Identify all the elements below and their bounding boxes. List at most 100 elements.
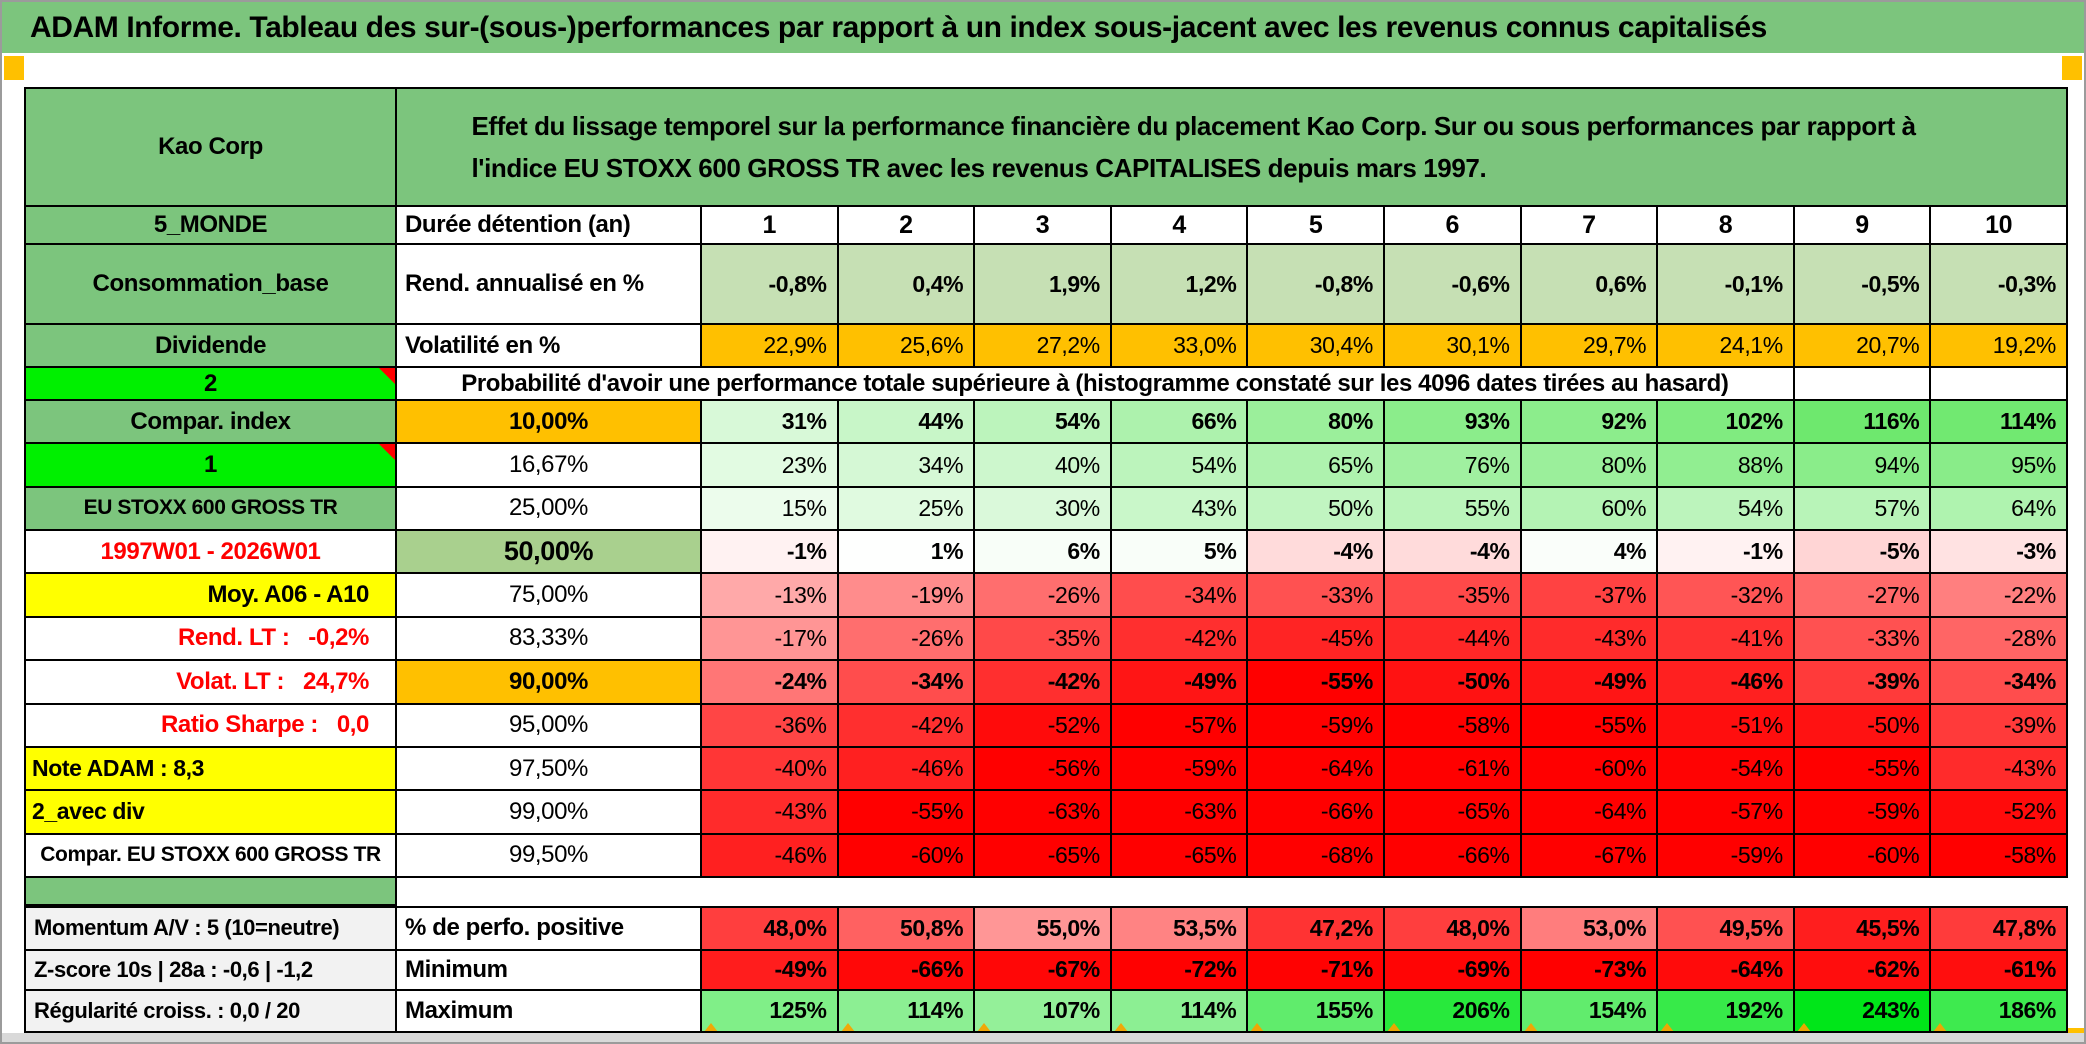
row-label-p90[interactable]: Volat. LT : 24,7% bbox=[24, 661, 397, 705]
cell-p995-y5[interactable]: -68% bbox=[1248, 834, 1385, 878]
cell-p10-y8[interactable]: 102% bbox=[1658, 401, 1795, 445]
cell-p75-y9[interactable]: -27% bbox=[1794, 574, 1932, 618]
cell-p75-y2[interactable]: -19% bbox=[838, 574, 976, 618]
row-label-perfo[interactable]: Momentum A/V : 5 (10=neutre) bbox=[24, 905, 397, 951]
cell-duration-y7[interactable]: 7 bbox=[1521, 207, 1659, 245]
row-header-duration[interactable]: Durée détention (an) bbox=[397, 207, 702, 245]
cell-p83-y4[interactable]: -42% bbox=[1111, 617, 1249, 662]
cell-p995-y10[interactable]: -58% bbox=[1931, 834, 2068, 878]
cell-p10-y1[interactable]: 31% bbox=[702, 401, 839, 445]
cell-duration-y10[interactable]: 10 bbox=[1931, 207, 2068, 245]
cell-p83-y6[interactable]: -44% bbox=[1384, 617, 1522, 662]
cell-maximum-y2[interactable]: 114% bbox=[838, 990, 976, 1033]
row-label-p10[interactable]: Compar. index bbox=[24, 401, 397, 445]
cell-p90-y7[interactable]: -49% bbox=[1521, 661, 1659, 705]
cell-p90-y4[interactable]: -49% bbox=[1111, 661, 1249, 705]
cell-p995-y2[interactable]: -60% bbox=[838, 834, 976, 878]
cell-p75-y6[interactable]: -35% bbox=[1384, 574, 1522, 618]
cell-maximum-y6[interactable]: 206% bbox=[1384, 990, 1522, 1033]
cell-p16-y1[interactable]: 23% bbox=[702, 444, 839, 488]
cell-p16-y8[interactable]: 88% bbox=[1658, 444, 1795, 488]
cell-p95-y3[interactable]: -52% bbox=[975, 704, 1112, 748]
cell-p50-y5[interactable]: -4% bbox=[1248, 531, 1385, 575]
cell-perfo-y7[interactable]: 53,0% bbox=[1521, 905, 1659, 951]
row-label-p97[interactable]: Note ADAM : 8,3 bbox=[24, 747, 397, 792]
cell-p995-y9[interactable]: -60% bbox=[1794, 834, 1932, 878]
cell-p995-y3[interactable]: -65% bbox=[975, 834, 1112, 878]
cell-p16-y10[interactable]: 95% bbox=[1931, 444, 2068, 488]
cell-p97-y8[interactable]: -54% bbox=[1658, 747, 1795, 792]
cell-rend-annualise-y7[interactable]: 0,6% bbox=[1521, 245, 1659, 325]
cell-p25-y8[interactable]: 54% bbox=[1658, 487, 1795, 532]
row-header-p25[interactable]: 25,00% bbox=[397, 487, 702, 532]
cell-p50-y10[interactable]: -3% bbox=[1931, 531, 2068, 575]
row-header-p83[interactable]: 83,33% bbox=[397, 617, 702, 662]
cell-rend-annualise-y3[interactable]: 1,9% bbox=[975, 245, 1112, 325]
row-header-rend-annualise[interactable]: Rend. annualisé en % bbox=[397, 245, 702, 325]
cell-perfo-y2[interactable]: 50,8% bbox=[838, 905, 976, 951]
cell-p25-y4[interactable]: 43% bbox=[1111, 487, 1249, 532]
cell-p97-y7[interactable]: -60% bbox=[1521, 747, 1659, 792]
cell-p83-y7[interactable]: -43% bbox=[1521, 617, 1659, 662]
row-label-minimum[interactable]: Z-score 10s | 28a : -0,6 | -1,2 bbox=[24, 950, 397, 991]
cell-p97-y10[interactable]: -43% bbox=[1931, 747, 2068, 792]
cell-maximum-y5[interactable]: 155% bbox=[1248, 990, 1385, 1033]
cell-p16-y6[interactable]: 76% bbox=[1384, 444, 1522, 488]
cell-p75-y8[interactable]: -32% bbox=[1658, 574, 1795, 618]
cell-p99-y2[interactable]: -55% bbox=[838, 791, 976, 835]
cell-p83-y2[interactable]: -26% bbox=[838, 617, 976, 662]
cell-p10-y5[interactable]: 80% bbox=[1248, 401, 1385, 445]
cell-p97-y1[interactable]: -40% bbox=[702, 747, 839, 792]
row-header-volatilite[interactable]: Volatilité en % bbox=[397, 325, 702, 368]
cell-p75-y3[interactable]: -26% bbox=[975, 574, 1112, 618]
cell-p10-y7[interactable]: 92% bbox=[1521, 401, 1659, 445]
cell-p25-y2[interactable]: 25% bbox=[838, 487, 976, 532]
cell-duration-y3[interactable]: 3 bbox=[975, 207, 1112, 245]
cell-p97-y3[interactable]: -56% bbox=[975, 747, 1112, 792]
cell-perfo-y3[interactable]: 55,0% bbox=[975, 905, 1112, 951]
row-label-prob-header[interactable]: 2 bbox=[24, 368, 397, 401]
cell-p50-y4[interactable]: 5% bbox=[1111, 531, 1249, 575]
row-label-p25[interactable]: EU STOXX 600 GROSS TR bbox=[24, 487, 397, 532]
cell-p99-y9[interactable]: -59% bbox=[1794, 791, 1932, 835]
cell-p83-y10[interactable]: -28% bbox=[1931, 617, 2068, 662]
cell-volatilite-y1[interactable]: 22,9% bbox=[702, 325, 839, 368]
cell-p16-y5[interactable]: 65% bbox=[1248, 444, 1385, 488]
cell-volatilite-y7[interactable]: 29,7% bbox=[1521, 325, 1659, 368]
cell-rend-annualise-y4[interactable]: 1,2% bbox=[1111, 245, 1249, 325]
cell-p97-y6[interactable]: -61% bbox=[1384, 747, 1522, 792]
row-label-duration[interactable]: 5_MONDE bbox=[24, 207, 397, 245]
cell-rend-annualise-y1[interactable]: -0,8% bbox=[702, 245, 839, 325]
cell-volatilite-y10[interactable]: 19,2% bbox=[1931, 325, 2068, 368]
cell-perfo-y5[interactable]: 47,2% bbox=[1248, 905, 1385, 951]
cell-p99-y6[interactable]: -65% bbox=[1384, 791, 1522, 835]
cell-maximum-y3[interactable]: 107% bbox=[975, 990, 1112, 1033]
row-header-p95[interactable]: 95,00% bbox=[397, 704, 702, 748]
cell-p95-y7[interactable]: -55% bbox=[1521, 704, 1659, 748]
cell-p90-y8[interactable]: -46% bbox=[1658, 661, 1795, 705]
cell-p83-y5[interactable]: -45% bbox=[1248, 617, 1385, 662]
cell-p95-y8[interactable]: -51% bbox=[1658, 704, 1795, 748]
cell-p25-y3[interactable]: 30% bbox=[975, 487, 1112, 532]
cell-p25-y10[interactable]: 64% bbox=[1931, 487, 2068, 532]
cell-perfo-y8[interactable]: 49,5% bbox=[1658, 905, 1795, 951]
cell-duration-y2[interactable]: 2 bbox=[838, 207, 976, 245]
cell-p99-y4[interactable]: -63% bbox=[1111, 791, 1249, 835]
cell-prob-header-y10[interactable] bbox=[1931, 368, 2068, 401]
cell-minimum-y5[interactable]: -71% bbox=[1248, 950, 1385, 991]
cell-minimum-y6[interactable]: -69% bbox=[1384, 950, 1522, 991]
cell-perfo-y4[interactable]: 53,5% bbox=[1111, 905, 1249, 951]
cell-p95-y1[interactable]: -36% bbox=[702, 704, 839, 748]
cell-p95-y2[interactable]: -42% bbox=[838, 704, 976, 748]
row-header-p90[interactable]: 90,00% bbox=[397, 661, 702, 705]
cell-rend-annualise-y8[interactable]: -0,1% bbox=[1658, 245, 1795, 325]
cell-p97-y4[interactable]: -59% bbox=[1111, 747, 1249, 792]
cell-volatilite-y4[interactable]: 33,0% bbox=[1111, 325, 1249, 368]
row-header-p97[interactable]: 97,50% bbox=[397, 747, 702, 792]
cell-p95-y10[interactable]: -39% bbox=[1931, 704, 2068, 748]
row-header-minimum[interactable]: Minimum bbox=[397, 950, 702, 991]
cell-perfo-y9[interactable]: 45,5% bbox=[1794, 905, 1932, 951]
cell-p50-y8[interactable]: -1% bbox=[1658, 531, 1795, 575]
row-label-p95[interactable]: Ratio Sharpe : 0,0 bbox=[24, 704, 397, 748]
cell-perfo-y10[interactable]: 47,8% bbox=[1931, 905, 2068, 951]
